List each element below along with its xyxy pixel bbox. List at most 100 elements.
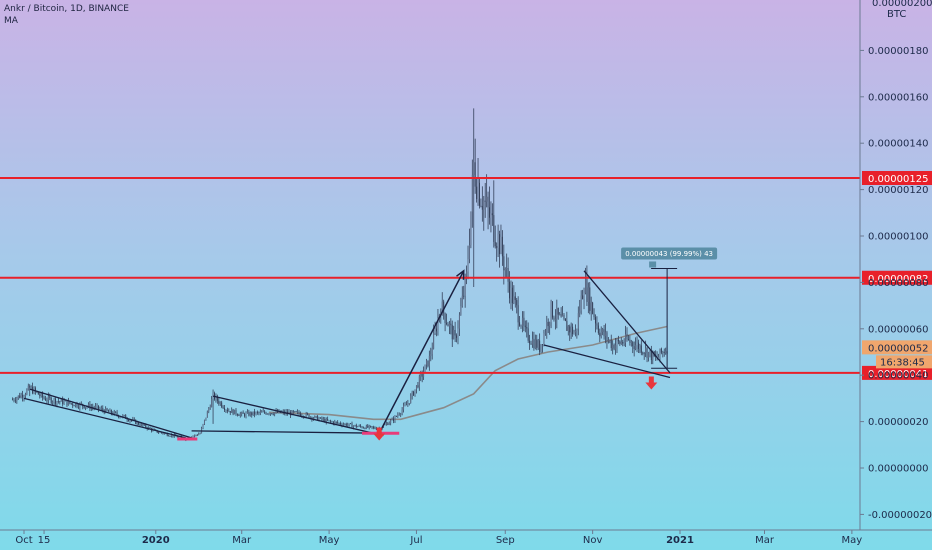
candle-body — [357, 426, 359, 428]
candle-body — [476, 186, 478, 200]
candle-body — [443, 301, 445, 314]
candle-body — [603, 329, 605, 337]
candle-body — [605, 332, 607, 337]
candle-body — [646, 348, 648, 358]
candle-body — [583, 293, 585, 300]
candle-body — [139, 424, 141, 426]
candle-body — [530, 343, 532, 345]
candle-body — [24, 394, 26, 397]
price-tick-label: 0.00000100 — [868, 232, 928, 243]
candle-body — [501, 236, 503, 257]
candle-body — [361, 426, 363, 428]
candle-body — [446, 322, 448, 324]
candle-body — [647, 352, 649, 358]
candle-body — [517, 305, 519, 323]
candle-body — [536, 339, 538, 348]
moving-average — [268, 325, 668, 421]
candle-body — [242, 412, 244, 414]
candle-body — [516, 300, 518, 306]
candle-body — [206, 411, 208, 418]
candle-body — [529, 340, 531, 344]
candle-body — [335, 421, 337, 423]
candle-body — [658, 356, 660, 358]
candle-body — [650, 350, 652, 360]
candle-body — [523, 317, 525, 326]
candle-body — [607, 340, 609, 342]
candle-body — [109, 410, 111, 412]
candle-body — [408, 403, 410, 404]
candle-body — [468, 244, 470, 260]
impulse-arrow-line — [378, 270, 465, 434]
candle-body — [400, 413, 402, 415]
candle-body — [136, 422, 138, 424]
candle-body — [639, 345, 641, 349]
candle-body — [176, 436, 178, 438]
candle-body — [236, 414, 238, 416]
candle-body — [629, 339, 631, 343]
indicator-label[interactable]: MA — [4, 16, 18, 26]
candle-body — [199, 433, 201, 435]
candle-body — [83, 406, 85, 409]
symbol-title[interactable]: Ankr / Bitcoin, 1D, BINANCE — [4, 4, 129, 14]
candle-body — [636, 342, 638, 346]
candle-body — [269, 413, 271, 414]
candle-body — [50, 397, 52, 403]
candle-body — [425, 360, 427, 365]
candle-body — [596, 323, 598, 326]
price-tick-label: 0.00000120 — [868, 185, 928, 196]
candle-body — [424, 364, 426, 373]
candle-body — [309, 417, 311, 418]
candle-body — [507, 268, 509, 282]
candle-body — [294, 411, 296, 413]
candle-body — [454, 329, 456, 336]
candle-body — [569, 326, 571, 333]
candle-body — [521, 317, 523, 327]
candle-body — [371, 426, 373, 428]
chart-legend[interactable]: Ankr / Bitcoin, 1D, BINANCE MA — [4, 3, 129, 27]
candle-body — [632, 342, 634, 347]
candle-body — [292, 410, 294, 412]
candle-body — [219, 402, 221, 404]
price-tick-label: 0.00000060 — [868, 324, 928, 335]
candle-body — [393, 418, 395, 421]
candle-body — [149, 427, 151, 429]
candle-body — [238, 415, 240, 416]
candle-body — [246, 411, 248, 414]
candle-body — [539, 340, 541, 352]
candle-body — [239, 413, 241, 416]
time-axis[interactable]: Oct 15 2020 Mar May Jul Sep Nov 2021 Mar May — [0, 529, 932, 546]
candle-body — [534, 339, 536, 349]
candle-body — [456, 335, 458, 338]
candle-body — [560, 314, 562, 317]
candle-body — [395, 416, 397, 418]
candle-body — [245, 413, 247, 417]
candle-body — [503, 256, 505, 271]
candle-body — [135, 419, 137, 424]
candle-body — [231, 409, 233, 413]
candle-body — [52, 401, 54, 403]
candle-body — [365, 425, 367, 429]
candle-body — [178, 436, 180, 438]
candle-body — [562, 314, 564, 317]
candle-body — [209, 407, 211, 409]
impulse-arrow-head — [456, 269, 465, 280]
candle-body — [168, 435, 170, 437]
candle-body — [394, 416, 396, 421]
time-tick-label: Mar — [755, 535, 775, 546]
candle-body — [322, 418, 324, 420]
candle-body — [375, 428, 377, 430]
candle-body — [421, 373, 423, 377]
level-tag — [862, 365, 932, 380]
trend-line — [212, 395, 384, 437]
candle-body — [56, 401, 58, 404]
candle-body — [457, 328, 459, 338]
candle-body — [599, 333, 601, 337]
candle-body — [198, 433, 200, 436]
candle-body — [531, 338, 533, 345]
drawings: 0.00000043 (99.99%) 43 — [23, 247, 718, 441]
candle-body — [251, 412, 253, 416]
candle-body — [59, 401, 61, 403]
candle-body — [352, 425, 354, 428]
